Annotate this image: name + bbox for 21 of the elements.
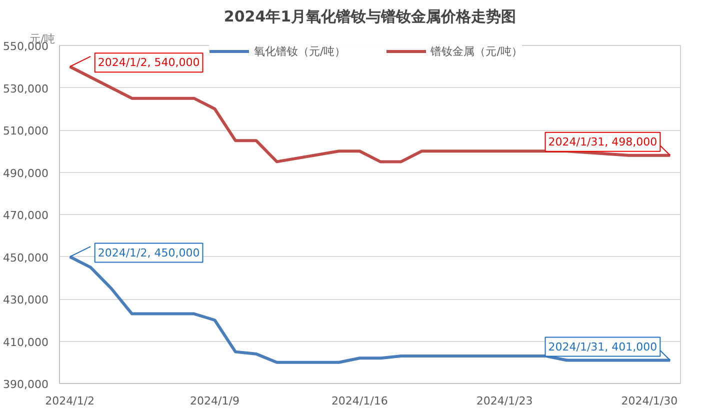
x-tick-label: 2024/1/30	[621, 394, 678, 408]
x-tick-label: 2024/1/16	[331, 394, 388, 408]
chart-title: 2024年1月氧化镨钕与镨钕金属价格走势图	[224, 8, 516, 26]
x-tick-label: 2024/1/23	[476, 394, 533, 408]
y-tick-label: 390,000	[3, 378, 49, 391]
legend-label: 氧化镨钕（元/吨）	[254, 44, 346, 58]
y-tick-label: 550,000	[3, 40, 49, 53]
y-tick-label: 490,000	[3, 166, 49, 180]
legend-label: 镨钕金属（元/吨）	[430, 44, 522, 58]
annotation: 2024/1/31, 498,000	[548, 135, 658, 148]
x-tick-label: 2024/1/2	[45, 394, 95, 408]
annotation: 2024/1/2, 450,000	[98, 246, 200, 260]
y-tick-label: 450,000	[3, 251, 49, 264]
y-tick-label: 430,000	[3, 294, 49, 306]
annotation: 2024/1/2, 540,000	[98, 56, 200, 70]
y-tick-label: 510,000	[3, 124, 49, 138]
y-tick-label: 410,000	[3, 336, 49, 349]
annotation: 2024/1/31, 401,000	[548, 340, 658, 354]
y-tick-label: 530,000	[3, 82, 49, 96]
y-tick-label: 470,000	[3, 209, 49, 222]
x-tick-label: 2024/1/9	[190, 394, 240, 408]
